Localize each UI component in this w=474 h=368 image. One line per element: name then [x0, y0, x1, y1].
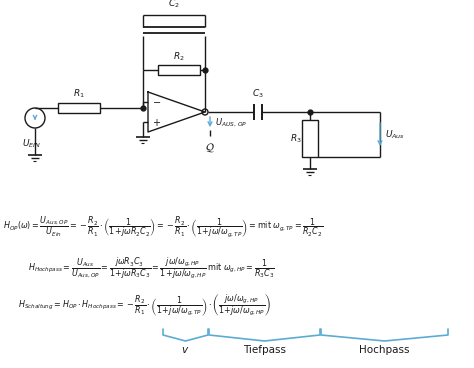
Bar: [58, 103, 100, 113]
Bar: [158, 65, 200, 75]
Text: $U_{Aus}$: $U_{Aus}$: [385, 128, 405, 141]
Text: $H_{Hochpass} = \dfrac{U_{Aus}}{U_{Aus,OP}} = \dfrac{j\omega R_3C_3}{1\!+\!j\ome: $H_{Hochpass} = \dfrac{U_{Aus}}{U_{Aus,O…: [28, 255, 275, 280]
Text: $U_{AUS,\,OP}$: $U_{AUS,\,OP}$: [215, 117, 247, 129]
Text: $\mathcal{Q}$: $\mathcal{Q}$: [205, 141, 215, 154]
Text: $+$: $+$: [153, 117, 162, 128]
Text: $R_1$: $R_1$: [73, 88, 85, 100]
Text: $C_3$: $C_3$: [252, 88, 264, 100]
Text: $-$: $-$: [153, 96, 162, 106]
Text: Tiefpass: Tiefpass: [243, 345, 286, 355]
Text: $U_{EIN}$: $U_{EIN}$: [22, 138, 42, 151]
Text: Hochpass: Hochpass: [359, 345, 410, 355]
Text: $R_3$: $R_3$: [290, 132, 302, 145]
Text: $H_{Schaltung} = H_{OP} \cdot H_{Hochpass} = -\dfrac{R_2}{R_1} \cdot \left(\dfra: $H_{Schaltung} = H_{OP} \cdot H_{Hochpas…: [18, 292, 271, 318]
Text: $R_2$: $R_2$: [173, 50, 185, 63]
Text: $H_{OP}(\omega) = \dfrac{U_{Aus,OP}}{U_{Ein}} = -\dfrac{R_2}{R_1} \cdot \left(\d: $H_{OP}(\omega) = \dfrac{U_{Aus,OP}}{U_{…: [3, 215, 323, 240]
Text: $v$: $v$: [182, 345, 190, 355]
Text: $C_2$: $C_2$: [168, 0, 180, 10]
Bar: [302, 120, 318, 157]
